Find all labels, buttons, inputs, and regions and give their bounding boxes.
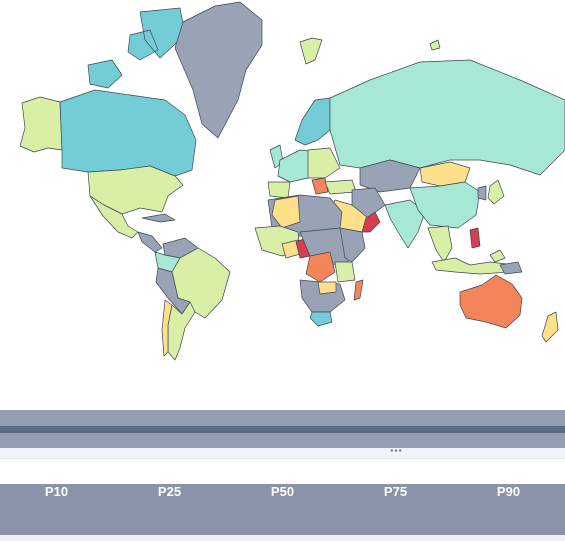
percentile-bar: P10 P25 P50 P75 P90 (0, 484, 565, 535)
map-region-turkey[interactable] (324, 179, 357, 195)
map-region-greenland[interactable] (174, 1, 263, 139)
map-region-papua[interactable] (499, 261, 523, 275)
map-region-philippines[interactable] (469, 227, 481, 249)
map-region-tanzania[interactable] (334, 261, 356, 283)
map-region-svalbard[interactable] (429, 39, 441, 51)
map-region-alaska[interactable] (19, 96, 63, 153)
map-region-chile[interactable] (161, 299, 173, 357)
map-region-iceland[interactable] (299, 37, 323, 65)
map-canvas (19, 1, 565, 361)
map-region-oman[interactable] (361, 211, 381, 233)
map-region-korea[interactable] (477, 185, 487, 201)
legend-band[interactable] (0, 410, 565, 448)
map-region-new-guinea-small[interactable] (489, 249, 506, 263)
map-region-india[interactable] (384, 199, 426, 249)
percentile-p10[interactable]: P10 (44, 484, 69, 499)
map-region-south-africa[interactable] (309, 311, 333, 327)
map-region-australia[interactable] (459, 274, 523, 329)
legend-band-line (0, 426, 565, 433)
map-region-madagascar[interactable] (353, 279, 364, 301)
map-region-balkans[interactable] (311, 177, 329, 195)
map-region-iberia[interactable] (267, 181, 291, 199)
map-region-eastern-europe[interactable] (307, 147, 341, 179)
map-region-japan[interactable] (487, 179, 505, 205)
legend-spacer (0, 448, 565, 459)
map-region-canada[interactable] (59, 89, 197, 177)
map-region-scandinavia[interactable] (294, 97, 331, 146)
percentile-p50[interactable]: P50 (270, 484, 295, 499)
bottom-strip (0, 535, 565, 541)
percentile-p90[interactable]: P90 (496, 484, 521, 499)
map-region-russia[interactable] (329, 59, 565, 176)
percentile-p75[interactable]: P75 (383, 484, 408, 499)
map-region-southeast-asia[interactable] (427, 225, 453, 263)
map-region-east-africa[interactable] (339, 227, 366, 263)
map-region-cuba[interactable] (141, 213, 176, 223)
map-region-new-zealand[interactable] (541, 311, 559, 343)
percentile-p25[interactable]: P25 (157, 484, 182, 499)
map-region-central-america[interactable] (137, 231, 163, 253)
more-indicator[interactable]: ··· (389, 444, 403, 457)
map-region-algeria[interactable] (271, 195, 301, 229)
map-region-canada-arctic[interactable] (87, 7, 186, 89)
map-region-congo[interactable] (305, 251, 336, 283)
map-region-zambia[interactable] (317, 281, 337, 295)
map-region-china[interactable] (409, 181, 481, 229)
world-choropleth-map[interactable] (0, 0, 565, 400)
